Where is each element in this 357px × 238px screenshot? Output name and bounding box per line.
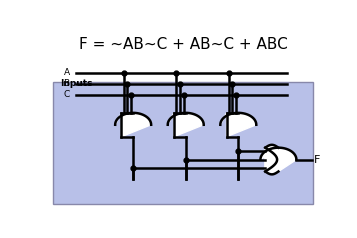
Text: C: C [64, 90, 70, 99]
Polygon shape [220, 113, 256, 137]
Text: B: B [64, 79, 70, 88]
Polygon shape [168, 113, 204, 137]
Polygon shape [115, 113, 151, 137]
Text: F: F [313, 155, 320, 165]
FancyBboxPatch shape [53, 82, 313, 204]
Text: F = ~AB~C + AB~C + ABC: F = ~AB~C + AB~C + ABC [79, 37, 287, 52]
Polygon shape [261, 145, 296, 174]
Text: Inputs: Inputs [60, 79, 92, 88]
Text: A: A [64, 68, 70, 77]
